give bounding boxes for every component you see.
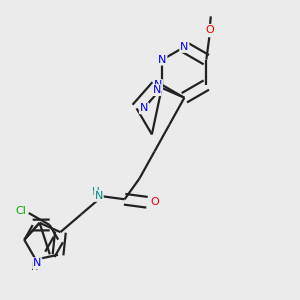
Text: H: H <box>92 187 100 197</box>
Text: N: N <box>180 42 188 52</box>
Text: O: O <box>150 197 159 207</box>
Text: N: N <box>94 191 103 201</box>
Text: O: O <box>205 25 214 35</box>
Text: N: N <box>33 258 41 268</box>
Text: Cl: Cl <box>16 206 27 216</box>
Text: N: N <box>154 80 162 90</box>
Text: N: N <box>158 55 166 65</box>
Text: H: H <box>31 262 38 272</box>
Text: N: N <box>140 103 148 113</box>
Text: N: N <box>152 85 161 95</box>
